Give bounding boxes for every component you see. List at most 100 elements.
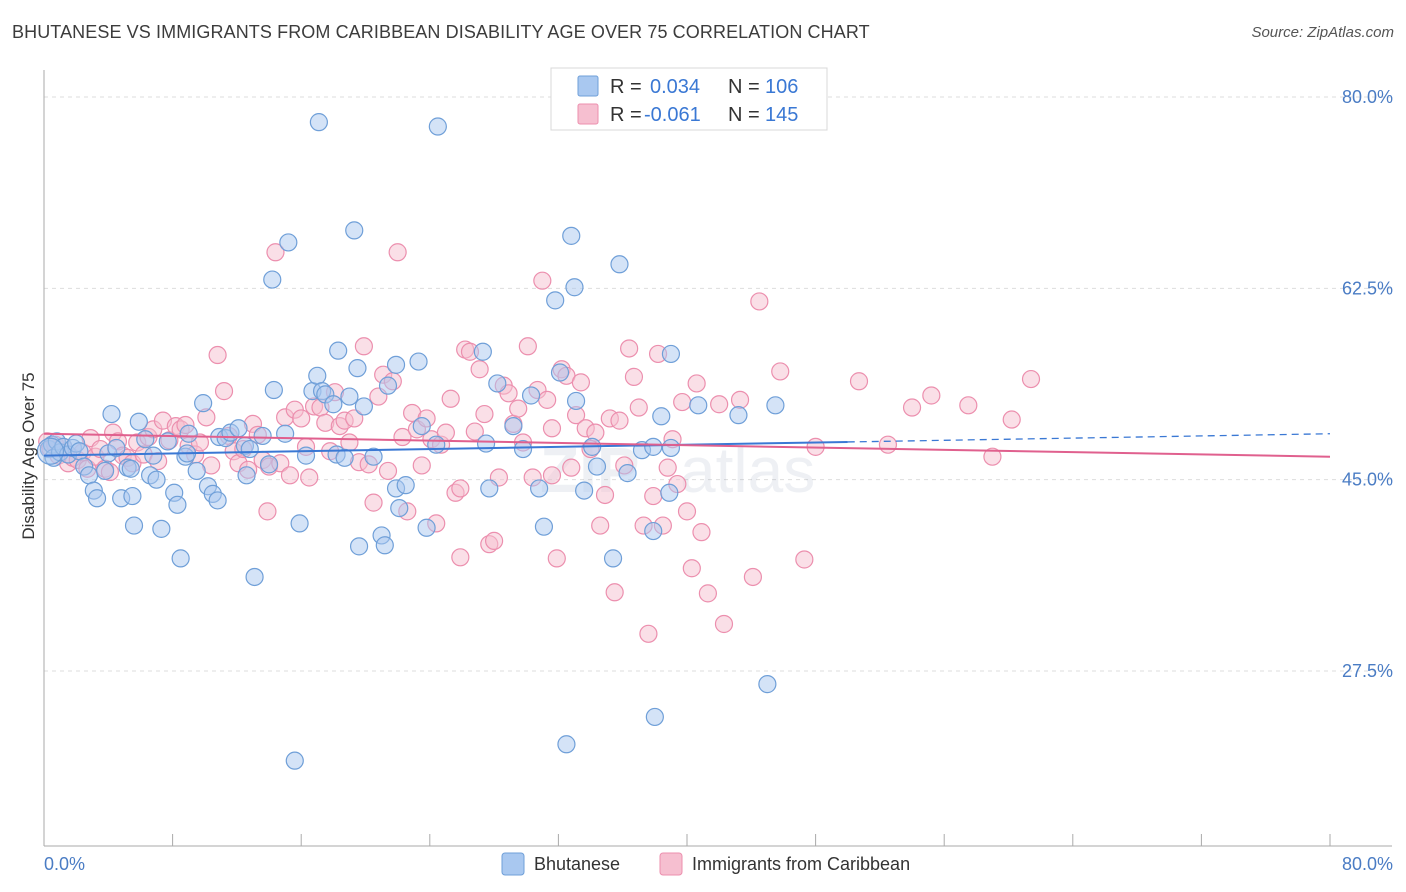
trend-lines <box>43 432 1331 458</box>
point-caribbean-108 <box>562 458 581 477</box>
point-bhutanese-80 <box>409 352 428 371</box>
point-caribbean-120 <box>620 339 639 358</box>
point-bhutanese-96 <box>562 226 581 245</box>
point-bhutanese-16 <box>102 404 121 424</box>
point-bhutanese-23 <box>129 412 148 431</box>
point-bhutanese-97 <box>565 278 584 297</box>
point-caribbean-67 <box>364 493 383 512</box>
point-bhutanese-53 <box>276 424 295 443</box>
point-cluster-origin <box>36 437 65 465</box>
point-caribbean-137 <box>710 395 729 414</box>
legend-swatch-blue <box>577 75 599 97</box>
point-caribbean-132 <box>677 502 697 521</box>
point-bhutanese-26 <box>144 446 163 465</box>
point-bhutanese-74 <box>375 536 394 555</box>
point-bhutanese-81 <box>412 416 431 436</box>
point-caribbean-104 <box>542 419 562 438</box>
point-bhutanese-21 <box>123 486 142 506</box>
point-caribbean-151 <box>1021 369 1041 389</box>
y-tick-labels: 27.5% 45.0% 62.5% 80.0% <box>1342 87 1393 681</box>
point-caribbean-62 <box>340 433 359 452</box>
point-caribbean-103 <box>538 390 557 409</box>
legend-n-value-blue: 106 <box>765 76 798 98</box>
point-bhutanese-98 <box>566 391 586 411</box>
point-caribbean-110 <box>571 373 591 392</box>
x-tick-min: 0.0% <box>44 854 85 874</box>
point-bhutanese-59 <box>308 366 327 385</box>
point-bhutanese-69 <box>348 359 367 378</box>
point-caribbean-128 <box>658 458 677 477</box>
point-bhutanese-107 <box>644 437 663 456</box>
point-bhutanese-111 <box>661 438 681 458</box>
point-bhutanese-24 <box>136 430 155 449</box>
point-bhutanese-117 <box>652 407 671 426</box>
legend-series: Bhutanese Immigrants from Caribbean <box>501 852 910 876</box>
point-bhutanese-115 <box>758 675 777 694</box>
point-bhutanese-52 <box>264 380 283 400</box>
point-caribbean-35 <box>208 345 227 365</box>
y-axis-label: Disability Age Over 75 <box>19 372 38 539</box>
point-bhutanese-36 <box>187 461 206 481</box>
point-caribbean-150 <box>1002 410 1021 429</box>
point-caribbean-118 <box>610 411 629 430</box>
point-bhutanese-101 <box>587 457 607 476</box>
legend-swatch-pink <box>577 103 599 125</box>
point-bhutanese-108 <box>645 707 664 727</box>
point-bhutanese-65 <box>329 341 348 360</box>
point-caribbean-99 <box>518 337 537 356</box>
point-bhutanese-93 <box>534 517 554 536</box>
point-bhutanese-22 <box>124 516 144 535</box>
point-bhutanese-85 <box>473 342 492 361</box>
point-bhutanese-103 <box>610 255 629 274</box>
point-caribbean-144 <box>849 372 869 391</box>
point-bhutanese-63 <box>324 395 343 414</box>
point-caribbean-148 <box>959 396 978 415</box>
legend-n-value-pink: 145 <box>765 104 798 126</box>
point-bhutanese-57 <box>296 446 316 465</box>
point-caribbean-115 <box>595 485 615 505</box>
legend-item-caribbean-label: Immigrants from Caribbean <box>692 854 910 874</box>
point-bhutanese-27 <box>147 470 166 489</box>
legend-r-label-blue: R = <box>610 76 642 98</box>
point-bhutanese-86 <box>476 434 496 453</box>
point-bhutanese-17 <box>107 438 126 458</box>
point-caribbean-141 <box>750 292 769 311</box>
point-caribbean-45 <box>258 502 277 521</box>
point-caribbean-105 <box>547 549 566 568</box>
point-bhutanese-56 <box>290 514 309 533</box>
x-tick-max: 80.0% <box>1342 854 1393 874</box>
point-caribbean-63 <box>345 409 364 428</box>
point-caribbean-114 <box>591 516 610 535</box>
point-caribbean-149 <box>983 447 1002 466</box>
trend-line-bhutanese <box>43 440 848 457</box>
point-caribbean-50 <box>280 466 300 485</box>
point-caribbean-131 <box>673 392 692 412</box>
x-tick-marks <box>43 834 1331 846</box>
point-bhutanese-99 <box>575 481 594 500</box>
point-bhutanese-46 <box>237 466 256 485</box>
legend-n-label-blue: N = <box>728 76 760 98</box>
point-caribbean-73 <box>393 427 412 447</box>
point-bhutanese-67 <box>340 387 359 406</box>
point-caribbean-136 <box>698 584 717 603</box>
point-caribbean-146 <box>902 398 922 417</box>
point-caribbean-90 <box>475 404 494 424</box>
point-caribbean-139 <box>730 390 750 409</box>
point-bhutanese-72 <box>364 447 383 466</box>
point-caribbean-117 <box>605 583 624 602</box>
point-bhutanese-68 <box>345 221 364 240</box>
point-bhutanese-112 <box>729 406 748 425</box>
point-bhutanese-35 <box>179 424 198 443</box>
point-caribbean-154 <box>542 466 562 485</box>
point-caribbean-153 <box>795 550 814 569</box>
point-bhutanese-78 <box>390 498 409 518</box>
point-bhutanese-44 <box>229 419 248 438</box>
point-bhutanese-49 <box>253 426 272 446</box>
point-caribbean-121 <box>624 367 644 386</box>
point-caribbean-47 <box>266 243 285 262</box>
point-bhutanese-90 <box>513 439 533 459</box>
gridlines <box>44 96 1392 672</box>
point-bhutanese-106 <box>644 521 663 541</box>
point-caribbean-72 <box>388 243 407 262</box>
point-bhutanese-102 <box>603 549 623 568</box>
